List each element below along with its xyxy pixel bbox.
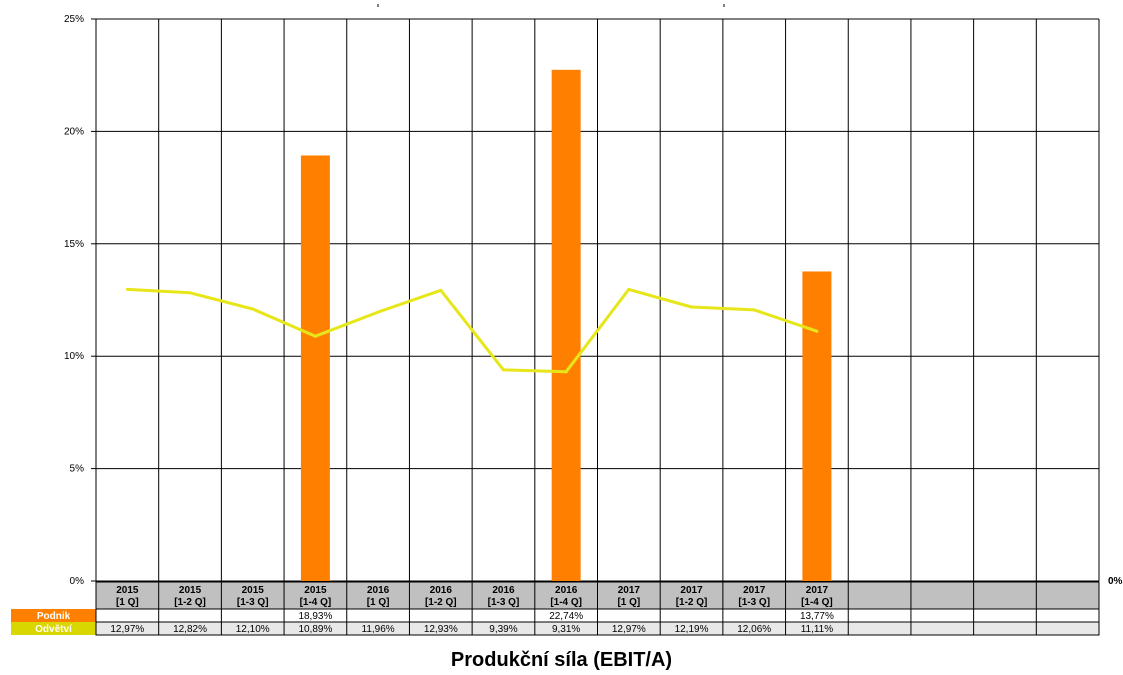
cell-podnik: 22,74% xyxy=(549,611,583,622)
cell-odvetvi: 11,96% xyxy=(362,624,395,635)
cell-odvetvi: 9,31% xyxy=(552,624,580,635)
category-period-label: [1 Q] xyxy=(116,597,139,608)
line-point xyxy=(752,308,756,312)
bar-podnik xyxy=(802,271,832,581)
plot-area: 0% 5% 10% 15% 20% 25% 0% xyxy=(64,4,1123,587)
y-tick-label: 25% xyxy=(64,14,84,25)
category-period-label: [1-4 Q] xyxy=(801,597,833,608)
cell-podnik: 13,77% xyxy=(800,611,834,622)
line-point xyxy=(376,310,380,314)
cell-podnik: 18,93% xyxy=(298,611,332,622)
cell-odvetvi: 11,11% xyxy=(801,624,834,635)
legend-swatch-podnik xyxy=(11,609,96,622)
y-tick-label: 0% xyxy=(70,576,85,587)
category-period-label: [1 Q] xyxy=(367,597,390,608)
category-year-label: 2017 xyxy=(618,585,641,596)
category-year-label: 2016 xyxy=(367,585,390,596)
chart-title: Produkční síla (EBIT/A) xyxy=(450,649,673,671)
category-period-label: [1-2 Q] xyxy=(676,597,708,608)
line-point xyxy=(815,329,819,333)
cell-odvetvi: 12,10% xyxy=(236,624,270,635)
category-period-label: [1-2 Q] xyxy=(425,597,457,608)
right-axis-label: 0% xyxy=(1108,576,1123,587)
legend-label-odvetvi: Odvětví xyxy=(35,624,73,635)
category-year-label: 2016 xyxy=(492,585,515,596)
line-point xyxy=(188,291,192,295)
y-tick-label: 20% xyxy=(64,126,84,137)
y-tick-label: 10% xyxy=(64,351,84,362)
category-year-label: 2017 xyxy=(806,585,829,596)
category-year-label: 2017 xyxy=(680,585,703,596)
cell-odvetvi: 12,19% xyxy=(675,624,709,635)
line-point xyxy=(313,334,317,338)
bar-podnik xyxy=(300,155,330,581)
legend-label-podnik: Podnik xyxy=(37,611,71,622)
cell-odvetvi: 10,89% xyxy=(298,624,332,635)
cell-odvetvi: 12,97% xyxy=(612,624,646,635)
category-period-label: [1-3 Q] xyxy=(738,597,770,608)
line-odvětví xyxy=(127,287,818,374)
category-year-label: 2015 xyxy=(179,585,202,596)
line-point xyxy=(439,288,443,292)
line-point xyxy=(564,370,568,374)
cell-odvetvi: 12,06% xyxy=(737,624,771,635)
legend-swatch-odvetvi xyxy=(11,622,96,635)
line-point xyxy=(690,305,694,309)
category-period-label: [1-3 Q] xyxy=(237,597,269,608)
cell-odvetvi: 12,82% xyxy=(173,624,207,635)
line-point xyxy=(125,287,129,291)
bar-podnik xyxy=(551,69,581,581)
category-year-label: 2015 xyxy=(116,585,139,596)
line-point xyxy=(627,287,631,291)
category-period-label: [1-4 Q] xyxy=(300,597,332,608)
category-year-label: 2017 xyxy=(743,585,766,596)
line-point xyxy=(501,368,505,372)
cell-odvetvi: 9,39% xyxy=(489,624,517,635)
category-period-label: [1-4 Q] xyxy=(550,597,582,608)
category-period-label: [1-3 Q] xyxy=(488,597,520,608)
category-year-label: 2015 xyxy=(304,585,327,596)
category-year-label: 2015 xyxy=(242,585,265,596)
cell-odvetvi: 12,97% xyxy=(110,624,144,635)
y-tick-label: 5% xyxy=(70,464,85,475)
category-period-label: [1-2 Q] xyxy=(174,597,206,608)
category-year-label: 2016 xyxy=(555,585,578,596)
line-point xyxy=(251,307,255,311)
category-year-label: 2016 xyxy=(430,585,453,596)
category-period-label: [1 Q] xyxy=(617,597,640,608)
y-tick-label: 15% xyxy=(64,239,84,250)
cell-odvetvi: 12,93% xyxy=(424,624,458,635)
